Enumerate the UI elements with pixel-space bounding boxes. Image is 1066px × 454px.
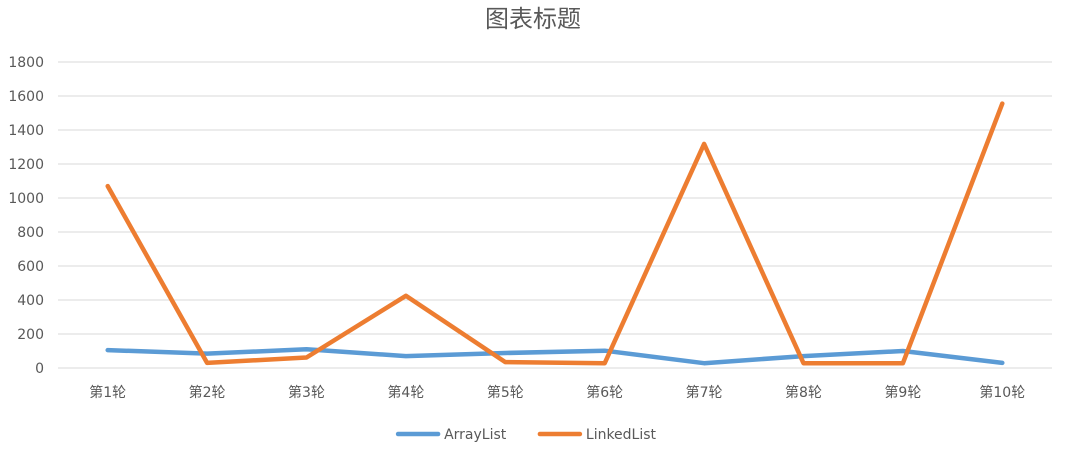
series-line-arraylist	[105, 347, 1005, 366]
y-tick-label: 1800	[8, 55, 44, 71]
y-axis-ticks: 0 200 400 600 800 1000 1200 1400 1600 1800	[8, 55, 44, 377]
x-tick-label: 第5轮	[487, 384, 524, 401]
y-tick-label: 200	[17, 327, 44, 343]
y-tick-label: 800	[17, 225, 44, 241]
chart-title: 图表标题	[485, 5, 581, 33]
x-tick-label: 第9轮	[884, 384, 921, 401]
series-line-linkedlist	[105, 101, 1005, 366]
legend-label-arraylist: ArrayList	[444, 427, 507, 443]
legend: ArrayList LinkedList	[395, 427, 657, 443]
y-tick-label: 0	[35, 361, 44, 377]
y-tick-label: 1000	[8, 191, 44, 207]
y-tick-label: 1400	[8, 123, 44, 139]
x-tick-label: 第1轮	[89, 384, 126, 401]
y-tick-label: 400	[17, 293, 44, 309]
x-tick-label: 第4轮	[387, 384, 424, 401]
y-tick-label: 600	[17, 259, 44, 275]
series-lines	[105, 101, 1005, 366]
x-axis-ticks: 第1轮 第2轮 第3轮 第4轮 第5轮 第6轮 第7轮 第8轮 第9轮 第10轮	[89, 384, 1025, 401]
x-tick-label: 第6轮	[586, 384, 623, 401]
x-tick-label: 第7轮	[686, 384, 723, 401]
y-tick-label: 1200	[8, 157, 44, 173]
x-tick-label: 第10轮	[979, 384, 1025, 401]
gridlines	[58, 61, 1052, 369]
x-tick-label: 第2轮	[189, 384, 226, 401]
y-tick-label: 1600	[8, 89, 44, 105]
x-tick-label: 第8轮	[785, 384, 822, 401]
x-tick-label: 第3轮	[288, 384, 325, 401]
legend-label-linkedlist: LinkedList	[586, 427, 657, 443]
